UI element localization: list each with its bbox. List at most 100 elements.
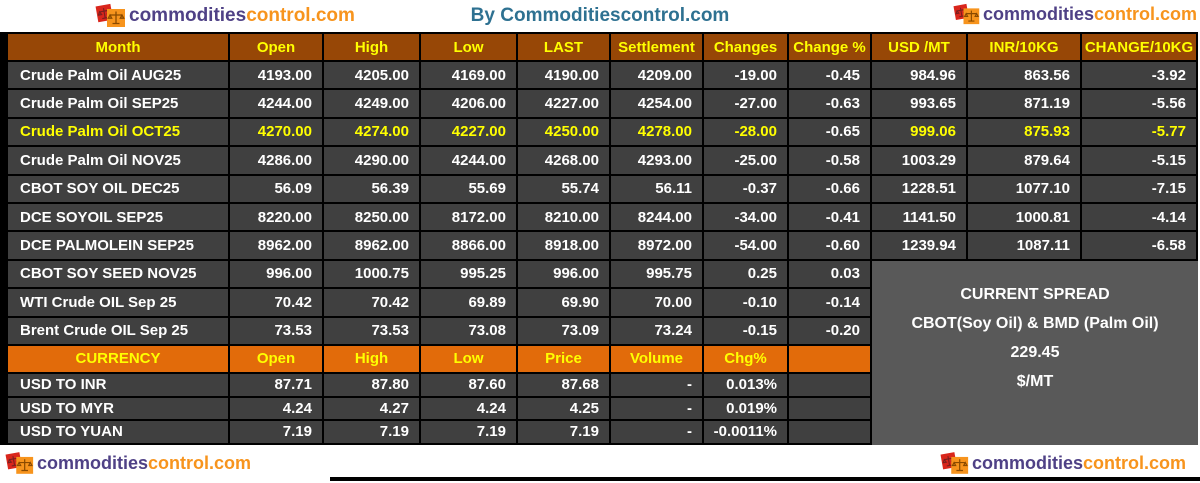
balance-scale-icon: [953, 2, 983, 27]
currency-cell-low: 4.24: [421, 397, 518, 422]
currency-cell-volume: -: [611, 373, 704, 398]
currency-cell-price: 4.25: [518, 397, 611, 422]
commoditiescontrol-logo-top-right: commodities control.com: [953, 2, 1197, 27]
cell-settlement: 995.75: [611, 260, 704, 290]
current-spread-panel: CURRENT SPREAD CBOT(Soy Oil) & BMD (Palm…: [872, 261, 1198, 445]
cell-last: 8918.00: [518, 232, 611, 261]
cell-changes: -0.15: [704, 317, 789, 346]
cell-last: 4190.00: [518, 62, 611, 91]
commoditiescontrol-logo-bottom-right: commodities control.com: [940, 450, 1186, 477]
cell-low: 4227.00: [421, 118, 518, 148]
cell-last: 55.74: [518, 175, 611, 204]
cell-high: 1000.75: [324, 260, 421, 290]
cell-settlement: 4278.00: [611, 118, 704, 148]
currency-cell-high: 87.80: [324, 373, 421, 398]
cell-change_10kg: -5.77: [1082, 118, 1198, 148]
balance-scale-icon: [95, 2, 129, 30]
cell-low: 4206.00: [421, 90, 518, 119]
cell-inr_10kg: 1000.81: [968, 203, 1082, 233]
cell-change_pct: -0.45: [789, 62, 872, 91]
cell-changes: -27.00: [704, 90, 789, 119]
cell-inr_10kg: 875.93: [968, 118, 1082, 148]
cell-open: 73.53: [230, 317, 324, 346]
cell-high: 8250.00: [324, 203, 421, 233]
commoditiescontrol-logo-bottom-left: commodities control.com: [5, 450, 251, 477]
cell-high: 4290.00: [324, 147, 421, 176]
spread-title: CURRENT SPREAD: [960, 285, 1110, 303]
currency-cell-volume: -: [611, 421, 704, 445]
cell-settlement: 8972.00: [611, 232, 704, 261]
currency-column-header-volume: Volume: [611, 345, 704, 374]
spread-unit: $/MT: [1016, 372, 1054, 390]
cell-month: Crude Palm Oil OCT25: [8, 118, 230, 148]
spread-value: 229.45: [1010, 343, 1060, 361]
cell-settlement: 4209.00: [611, 62, 704, 91]
currency-header-blank-cell: [789, 345, 872, 374]
cell-change_10kg: -5.15: [1082, 147, 1198, 176]
cell-open: 8220.00: [230, 203, 324, 233]
logo-word-control: control.com: [246, 5, 355, 26]
cell-change_10kg: -6.58: [1082, 232, 1198, 261]
column-header-inr-10kg: INR/10KG: [968, 34, 1082, 62]
cell-usd_mt: 999.06: [872, 118, 968, 148]
cell-last: 4250.00: [518, 118, 611, 148]
currency-cell-high: 4.27: [324, 397, 421, 422]
cell-change_10kg: -5.56: [1082, 90, 1198, 119]
currency-column-header-chg-: Chg%: [704, 345, 789, 374]
currency-column-header-currency: CURRENCY: [8, 345, 230, 374]
commoditiescontrol-logo-top-left: commodities control.com: [95, 2, 355, 30]
cell-high: 70.42: [324, 289, 421, 318]
cell-month: Crude Palm Oil AUG25: [8, 62, 230, 91]
currency-column-header-high: High: [324, 345, 421, 374]
cell-low: 69.89: [421, 289, 518, 318]
currency-cell-name: USD TO MYR: [8, 397, 230, 422]
bottom-border-line: [330, 477, 1200, 481]
cell-change_pct: -0.58: [789, 147, 872, 176]
cell-high: 56.39: [324, 175, 421, 204]
cell-change_pct: -0.60: [789, 232, 872, 261]
currency-cell-price: 7.19: [518, 421, 611, 445]
cell-changes: -34.00: [704, 203, 789, 233]
currency-cell-name: USD TO INR: [8, 373, 230, 398]
cell-open: 8962.00: [230, 232, 324, 261]
cell-changes: -25.00: [704, 147, 789, 176]
cell-change_pct: 0.03: [789, 260, 872, 290]
cell-changes: -54.00: [704, 232, 789, 261]
logo-word-control: control.com: [148, 453, 252, 473]
cell-changes: -28.00: [704, 118, 789, 148]
cell-open: 4193.00: [230, 62, 324, 91]
cell-low: 55.69: [421, 175, 518, 204]
cell-inr_10kg: 863.56: [968, 62, 1082, 91]
cell-month: DCE PALMOLEIN SEP25: [8, 232, 230, 261]
logo-word-control: control.com: [1082, 453, 1186, 473]
currency-column-header-low: Low: [421, 345, 518, 374]
cell-change_pct: -0.65: [789, 118, 872, 148]
cell-change_10kg: -7.15: [1082, 175, 1198, 204]
cell-month: DCE SOYOIL SEP25: [8, 203, 230, 233]
cell-usd_mt: 993.65: [872, 90, 968, 119]
blank-cell: [789, 373, 872, 398]
cell-changes: -19.00: [704, 62, 789, 91]
cell-high: 4249.00: [324, 90, 421, 119]
cell-settlement: 4254.00: [611, 90, 704, 119]
currency-cell-chg_pct: 0.019%: [704, 397, 789, 422]
cell-changes: -0.10: [704, 289, 789, 318]
cell-usd_mt: 1239.94: [872, 232, 968, 261]
currency-cell-open: 7.19: [230, 421, 324, 445]
cell-change_pct: -0.66: [789, 175, 872, 204]
cell-month: Crude Palm Oil NOV25: [8, 147, 230, 176]
cell-settlement: 73.24: [611, 317, 704, 346]
currency-cell-open: 87.71: [230, 373, 324, 398]
currency-column-header-price: Price: [518, 345, 611, 374]
cell-open: 70.42: [230, 289, 324, 318]
cell-month: Brent Crude OIL Sep 25: [8, 317, 230, 346]
cell-change_pct: -0.63: [789, 90, 872, 119]
cell-usd_mt: 1003.29: [872, 147, 968, 176]
cell-low: 4169.00: [421, 62, 518, 91]
cell-last: 4268.00: [518, 147, 611, 176]
cell-inr_10kg: 871.19: [968, 90, 1082, 119]
column-header-last: LAST: [518, 34, 611, 62]
cell-inr_10kg: 1077.10: [968, 175, 1082, 204]
cell-usd_mt: 1141.50: [872, 203, 968, 233]
cell-open: 4244.00: [230, 90, 324, 119]
